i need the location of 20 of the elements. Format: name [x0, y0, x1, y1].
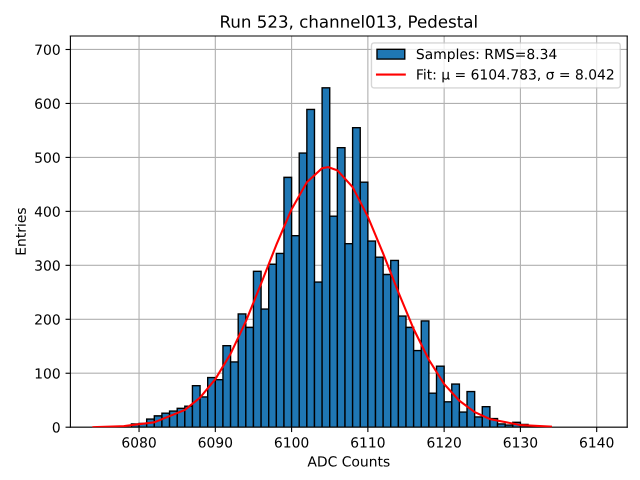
x-tick-label: 6130: [504, 437, 538, 448]
x-tick-label: 6100: [274, 437, 308, 448]
legend-label: Samples: RMS=8.34: [416, 48, 557, 62]
y-tick-label: 500: [35, 152, 60, 163]
x-tick-label: 6080: [122, 437, 156, 448]
y-tick-label: 0: [52, 422, 60, 433]
y-tick-label: 700: [35, 44, 60, 55]
x-tick-label: 6110: [351, 437, 385, 448]
x-tick-label: 6120: [427, 437, 461, 448]
x-axis-title: ADC Counts: [308, 456, 390, 467]
x-tick-label: 6090: [198, 437, 232, 448]
y-tick-label: 300: [35, 260, 60, 271]
y-axis-title: Entries: [15, 208, 26, 254]
chart-title: Run 523, channel013, Pedestal: [221, 15, 477, 30]
y-tick-label: 200: [35, 314, 60, 325]
y-tick-label: 600: [35, 98, 60, 109]
legend-label: Fit: μ = 6104.783, σ = 8.042: [417, 68, 614, 82]
y-tick-label: 100: [36, 368, 60, 379]
y-tick-label: 400: [34, 206, 60, 217]
x-tick-label: 6140: [580, 437, 614, 448]
